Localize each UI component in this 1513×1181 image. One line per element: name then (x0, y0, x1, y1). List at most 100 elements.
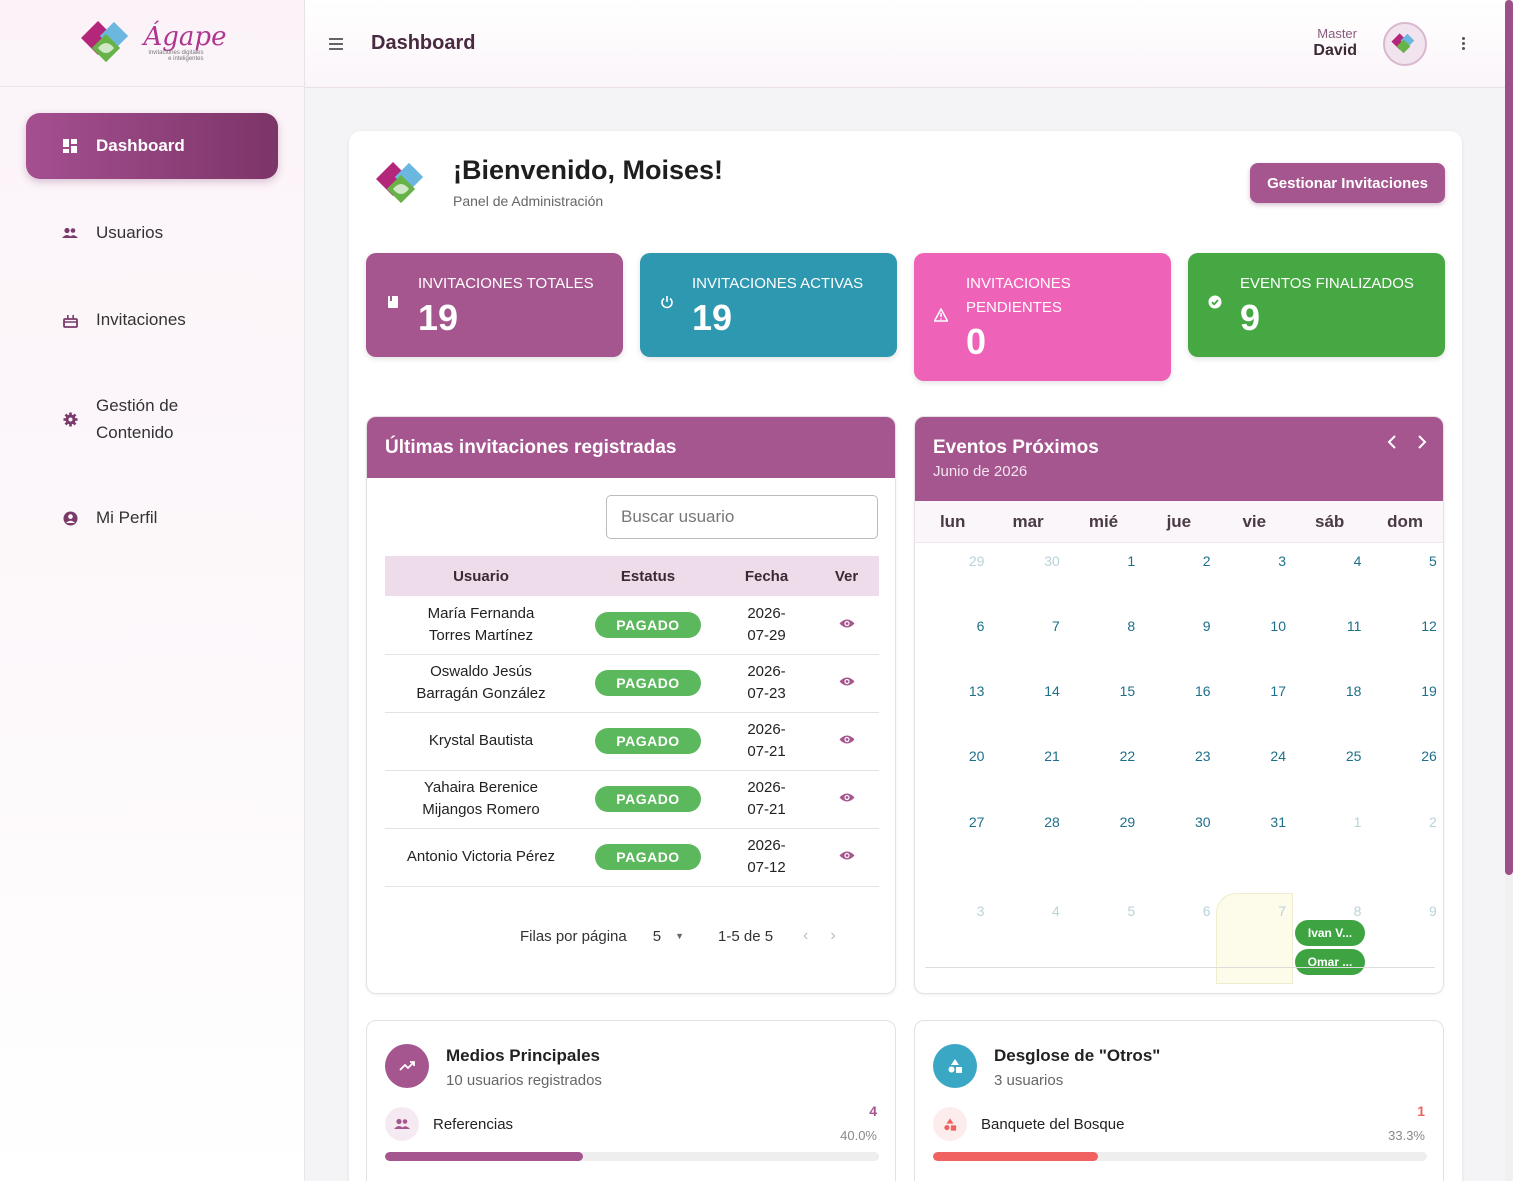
calendar-day[interactable]: 10 (1270, 618, 1286, 634)
page-scrollbar[interactable] (1505, 0, 1513, 1181)
next-page-button[interactable]: › (830, 927, 836, 944)
status-badge: PAGADO (595, 611, 701, 638)
calendar-day[interactable]: 14 (1044, 683, 1060, 699)
calendar-day[interactable]: 29 (968, 553, 985, 569)
calendar-day[interactable]: 29 (1119, 814, 1136, 830)
calendar-prev-button[interactable] (1387, 433, 1397, 456)
eye-icon[interactable] (838, 847, 856, 865)
calendar-day[interactable]: 1 (1353, 814, 1362, 830)
calendar-header: Eventos Próximos Junio de 2026 (915, 417, 1443, 501)
date-line: 07-29 (747, 626, 786, 644)
latest-invitations-panel: Últimas invitaciones registradas Usuario… (366, 416, 896, 994)
shapes-icon (933, 1044, 977, 1088)
weekday-label: mié (1088, 511, 1119, 531)
calendar-weekday-row: lun mar mié jue vie sáb dom (915, 501, 1443, 543)
calendar-day[interactable]: 3 (976, 903, 985, 919)
stat-value: 19 (418, 297, 459, 338)
calendar-day[interactable]: 7 (1278, 903, 1286, 919)
calendar-event[interactable]: Ivan V... (1295, 920, 1365, 946)
today-highlight[interactable] (1216, 893, 1293, 984)
cell-date: 2026- 07-29 (719, 596, 814, 655)
cell-date: 2026- 07-21 (719, 712, 814, 771)
cell-user: Antonio Victoria Pérez (385, 828, 577, 887)
column-header-usuario[interactable]: Usuario (385, 556, 577, 596)
calendar-day[interactable]: 9 (1429, 903, 1437, 919)
welcome-logo (373, 159, 435, 214)
calendar-day[interactable]: 18 (1345, 683, 1362, 699)
eye-icon[interactable] (838, 731, 856, 749)
calendar-day[interactable]: 30 (1044, 553, 1060, 569)
top-bar: Dashboard Master David (305, 0, 1505, 88)
sidebar-item-mi-perfil[interactable]: Mi Perfil (26, 485, 278, 551)
eye-icon[interactable] (838, 614, 856, 632)
avatar[interactable] (1383, 22, 1427, 66)
user-name-line: Oswaldo Jesús (430, 663, 532, 680)
search-input[interactable] (606, 495, 878, 539)
weekday-label: vie (1242, 511, 1267, 531)
table-header-row: Usuario Estatus Fecha Ver (385, 556, 879, 596)
calendar-day[interactable]: 30 (1195, 814, 1211, 830)
calendar-day[interactable]: 6 (976, 618, 985, 634)
calendar-day[interactable]: 13 (968, 683, 985, 699)
others-progress-fill (933, 1152, 1098, 1161)
calendar-day[interactable]: 15 (1119, 683, 1136, 699)
sidebar-item-dashboard[interactable]: Dashboard (26, 113, 278, 179)
calendar-day[interactable]: 19 (1421, 683, 1437, 699)
manage-invitations-button[interactable]: Gestionar Invitaciones (1250, 163, 1445, 203)
calendar-day[interactable]: 7 (1052, 618, 1060, 634)
sidebar-item-usuarios[interactable]: Usuarios (26, 200, 278, 266)
date-line: 2026- (747, 604, 786, 622)
calendar-grid: lun mar mié jue vie sáb dom Ivan V... Om… (915, 501, 1443, 984)
calendar-day[interactable]: 22 (1119, 748, 1136, 764)
brand-logo[interactable]: Ágape invitaciones digitales e inteligen… (78, 18, 226, 68)
calendar-day[interactable]: 26 (1421, 748, 1437, 764)
sidebar-item-invitaciones[interactable]: Invitaciones (26, 287, 278, 353)
calendar-day[interactable]: 4 (1353, 553, 1362, 569)
calendar-day[interactable]: 17 (1270, 683, 1286, 699)
book-icon (388, 296, 398, 308)
calendar-day[interactable]: 24 (1270, 748, 1286, 764)
date-line: 2026- (747, 779, 786, 796)
calendar-day[interactable]: 8 (1127, 618, 1136, 634)
column-header-fecha[interactable]: Fecha (719, 556, 814, 596)
calendar-day[interactable]: 5 (1429, 553, 1437, 569)
stat-card-activas: INVITACIONES ACTIVAS 19 (640, 253, 897, 357)
rows-per-page-select[interactable]: 5 ▼ (653, 928, 684, 945)
calendar-event[interactable]: Omar ... (1295, 949, 1365, 975)
calendar-day[interactable]: 23 (1195, 748, 1211, 764)
calendar-day[interactable]: 27 (968, 814, 985, 830)
calendar-day[interactable]: 1 (1127, 553, 1136, 569)
calendar-day[interactable]: 8 (1353, 903, 1362, 919)
caret-down-icon: ▼ (675, 931, 684, 941)
calendar-day[interactable]: 6 (1202, 903, 1211, 919)
calendar-day[interactable]: 2 (1429, 814, 1437, 830)
eye-icon[interactable] (838, 673, 856, 691)
calendar-day[interactable]: 31 (1270, 814, 1286, 830)
menu-icon[interactable] (329, 37, 343, 50)
column-header-estatus[interactable]: Estatus (577, 556, 719, 596)
calendar-day[interactable]: 20 (968, 748, 985, 764)
sidebar-item-gestion-contenido[interactable]: Gestión de Contenido (26, 374, 278, 464)
more-vert-icon[interactable] (1462, 37, 1465, 50)
calendar-day[interactable]: 4 (1052, 903, 1060, 919)
calendar-day[interactable]: 25 (1345, 748, 1362, 764)
date-line: 2026- (747, 721, 786, 738)
table-row: Oswaldo Jesús Barragán González PAGADO 20… (385, 654, 879, 713)
scrollbar-thumb[interactable] (1505, 0, 1513, 875)
calendar-next-button[interactable] (1417, 433, 1427, 456)
calendar-day[interactable]: 3 (1278, 553, 1286, 569)
calendar-day[interactable]: 5 (1127, 903, 1136, 919)
calendar-day[interactable]: 28 (1044, 814, 1060, 830)
stat-value: 9 (1240, 297, 1261, 338)
gear-icon (62, 411, 78, 427)
calendar-day[interactable]: 9 (1202, 618, 1211, 634)
eye-icon[interactable] (838, 789, 856, 807)
calendar-day[interactable]: 2 (1202, 553, 1211, 569)
calendar-day[interactable]: 16 (1195, 683, 1211, 699)
sidebar-nav: Dashboard Usuarios Invitaciones Gestión … (0, 87, 304, 551)
calendar-day[interactable]: 21 (1044, 748, 1060, 764)
prev-page-button[interactable]: ‹ (803, 927, 809, 944)
calendar-day[interactable]: 11 (1346, 618, 1362, 634)
calendar-day[interactable]: 12 (1421, 618, 1437, 634)
stat-label: INVITACIONES TOTALES (418, 275, 594, 292)
